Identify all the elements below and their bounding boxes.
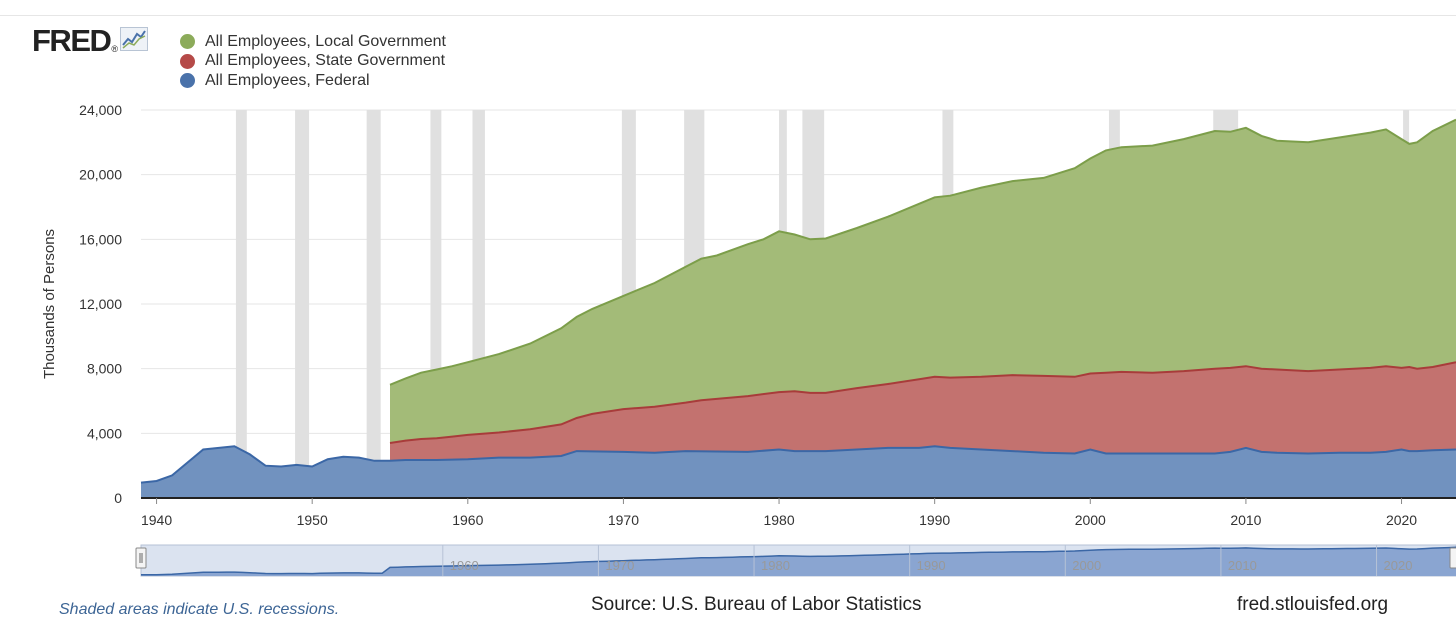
recession-band: [235, 110, 247, 498]
x-tick-label: 2000: [1075, 512, 1106, 528]
line-local-government: [389, 118, 1456, 386]
source-text: Source: U.S. Bureau of Labor Statistics: [591, 594, 922, 615]
fred-chart-icon: [120, 27, 149, 56]
x-tick-label: 1940: [141, 512, 172, 528]
x-tick-label: 2020: [1386, 512, 1417, 528]
x-tick-label: 1960: [452, 512, 483, 528]
y-tick-label: 24,000: [79, 102, 122, 118]
area-state-government: [390, 362, 1456, 461]
line-federal: [140, 445, 1456, 484]
legend-label: All Employees, Local Government: [205, 32, 446, 50]
recession-band: [295, 110, 310, 498]
recession-band: [430, 110, 442, 498]
legend-swatch: [180, 34, 195, 50]
area-local-government: [390, 119, 1456, 443]
navigator-handle-left[interactable]: [135, 547, 147, 569]
y-tick-label: 16,000: [79, 231, 122, 247]
legend-item-local[interactable]: All Employees, Local Government: [180, 32, 446, 52]
navigator-label: 1960: [450, 558, 479, 573]
legend-label: All Employees, Federal: [205, 71, 370, 89]
fred-logo[interactable]: FRED ®: [32, 23, 149, 58]
x-tick-label: 1980: [763, 512, 794, 528]
y-axis-label: Thousands of Persons: [41, 229, 58, 379]
navigator-label: 2000: [1072, 558, 1101, 573]
logo-text: FRED: [32, 23, 112, 58]
area-federal: [141, 446, 1456, 498]
navigator-label: 1970: [605, 558, 634, 573]
navigator-label: 2020: [1384, 558, 1413, 573]
y-tick-label: 4,000: [87, 425, 122, 441]
y-tick-label: 8,000: [87, 361, 122, 377]
x-tick-label: 2010: [1230, 512, 1261, 528]
navigator-line: [141, 546, 1456, 576]
x-tick-label: 1970: [608, 512, 639, 528]
recession-note: Shaded areas indicate U.S. recessions.: [59, 601, 340, 618]
legend-swatch: [180, 73, 195, 89]
legend-swatch: [180, 53, 195, 69]
navigator-series: [141, 547, 1456, 576]
navigator-label: 2010: [1228, 558, 1257, 573]
site-link[interactable]: fred.stlouisfed.org: [1237, 594, 1389, 615]
navigator-label: 1980: [761, 558, 790, 573]
logo-registered-mark: ®: [111, 44, 119, 54]
y-tick-label: 20,000: [79, 167, 122, 183]
x-tick-label: 1990: [919, 512, 950, 528]
legend-label: All Employees, State Government: [205, 52, 446, 70]
x-tick-label: 1950: [297, 512, 328, 528]
legend-item-federal[interactable]: All Employees, Federal: [180, 71, 446, 91]
navigator-label: 1990: [917, 558, 946, 573]
y-tick-label: 12,000: [79, 296, 122, 312]
legend-item-state[interactable]: All Employees, State Government: [180, 52, 446, 72]
y-tick-label: 0: [114, 490, 122, 506]
navigator-handle-right[interactable]: [1449, 547, 1456, 569]
chart-legend: All Employees, Local Government All Empl…: [180, 32, 446, 91]
recession-band: [366, 110, 381, 498]
top-divider: [0, 15, 1456, 16]
line-state-government: [389, 361, 1456, 444]
